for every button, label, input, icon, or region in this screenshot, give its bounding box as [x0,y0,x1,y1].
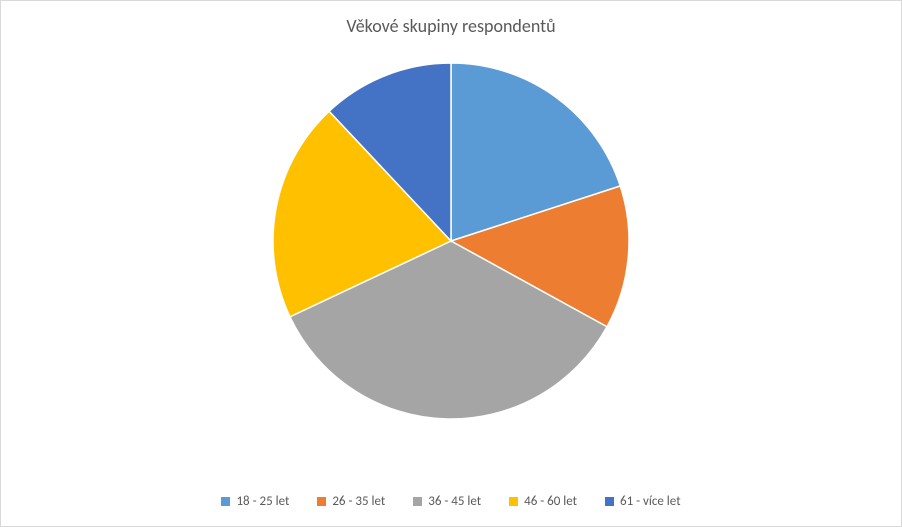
legend-item: 18 - 25 let [221,494,289,509]
pie-chart [271,61,631,421]
legend-item: 46 - 60 let [509,494,577,509]
legend-label: 36 - 45 let [428,494,481,509]
legend-label: 61 - více let [620,494,681,509]
legend-swatch [317,497,326,506]
legend-swatch [509,497,518,506]
legend-swatch [413,497,422,506]
legend-item: 26 - 35 let [317,494,385,509]
chart-title: Věkové skupiny respondentů [1,15,901,37]
legend: 18 - 25 let 26 - 35 let 36 - 45 let 46 - 60… [1,494,901,510]
chart-frame: Věkové skupiny respondentů 18 - 25 let 26… [0,0,902,527]
legend-item: 36 - 45 let [413,494,481,509]
legend-label: 26 - 35 let [332,494,385,509]
pie-container [1,61,901,426]
legend-swatch [221,497,230,506]
legend-item: 61 - více let [605,494,681,509]
legend-label: 46 - 60 let [524,494,577,509]
legend-swatch [605,497,614,506]
legend-label: 18 - 25 let [236,494,289,509]
